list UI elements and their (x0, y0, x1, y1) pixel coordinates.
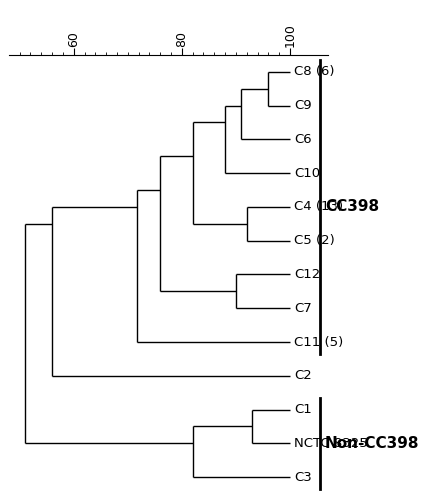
Text: C7: C7 (294, 302, 312, 315)
Text: C6: C6 (294, 133, 312, 146)
Text: C4 (13): C4 (13) (294, 201, 343, 214)
Text: C2: C2 (294, 369, 312, 382)
Text: C3: C3 (294, 471, 312, 484)
Text: C8 (6): C8 (6) (294, 65, 335, 78)
Text: NCTC 8325: NCTC 8325 (294, 437, 368, 450)
Text: Non-CC398: Non-CC398 (325, 436, 420, 451)
Text: C12: C12 (294, 268, 321, 281)
Text: CC398: CC398 (325, 200, 379, 215)
Text: C10: C10 (294, 167, 320, 180)
Text: C5 (2): C5 (2) (294, 234, 335, 247)
Text: C11 (5): C11 (5) (294, 335, 344, 348)
Text: C1: C1 (294, 403, 312, 416)
Text: C9: C9 (294, 99, 312, 112)
